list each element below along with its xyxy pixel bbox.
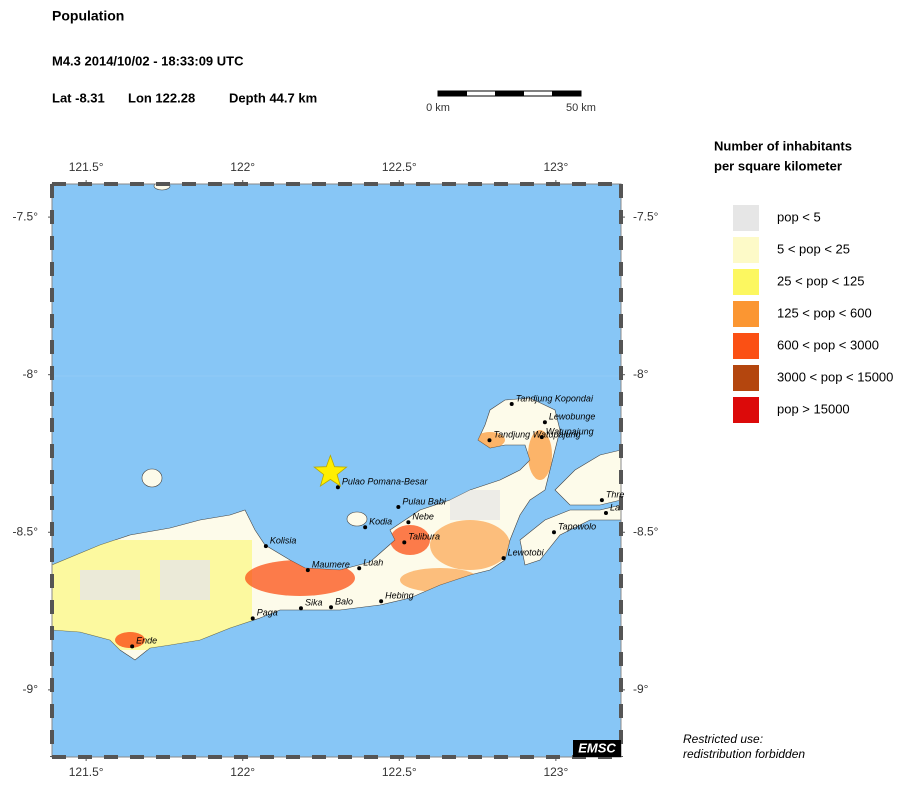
legend-label: 3000 < pop < 15000 — [777, 369, 893, 384]
y-tick-label: -8° — [633, 367, 649, 381]
city-label: Luah — [363, 558, 383, 568]
legend-swatch — [733, 269, 759, 295]
x-tick-label: 123° — [543, 160, 568, 174]
legend-label: pop < 5 — [777, 209, 821, 224]
legend-label: 5 < pop < 25 — [777, 241, 850, 256]
city-label: Maumere — [312, 559, 350, 569]
city-dot — [487, 438, 492, 443]
y-tick-label: -9° — [633, 682, 649, 696]
legend-label: 125 < pop < 600 — [777, 305, 872, 320]
y-tick-label: -9° — [23, 682, 39, 696]
city-label: Hebing — [385, 591, 414, 601]
city-label: Kolisia — [270, 536, 297, 546]
legend: pop < 5 5 < pop < 25 25 < pop < 125 125 < p… — [733, 205, 893, 423]
event-depth: Depth 44.7 km — [229, 90, 317, 105]
city-label: Thre — [606, 490, 625, 500]
city-dot — [357, 566, 362, 571]
legend-swatch — [733, 397, 759, 423]
event-lon: Lon 122.28 — [128, 90, 195, 105]
city-label: Pulao Pomana-Besar — [342, 477, 429, 487]
legend-swatch — [733, 365, 759, 391]
legend-swatch — [733, 333, 759, 359]
city-dot — [406, 520, 411, 525]
legend-title: Number of inhabitants — [714, 138, 852, 153]
x-tick-label: 122° — [230, 160, 255, 174]
y-tick-label: -8.5° — [13, 524, 39, 538]
event-line: M4.3 2014/10/02 - 18:33:09 UTC — [52, 53, 244, 68]
city-dot — [539, 435, 544, 440]
map-overlay: 121.5° 121.5° 122° 122° 122.5° 122.5° 123° 123°… — [13, 160, 659, 779]
city-dot — [396, 505, 401, 510]
city-dot — [599, 498, 604, 503]
legend-label: 600 < pop < 3000 — [777, 337, 879, 352]
city-dot — [379, 599, 384, 604]
legend-title: per square kilometer — [714, 158, 842, 173]
city-dot — [298, 606, 303, 611]
city-label: Lewobunge — [549, 412, 596, 422]
city-dot — [542, 420, 547, 425]
event-lat: Lat -8.31 — [52, 90, 105, 105]
city-dot — [305, 568, 310, 573]
legend-swatch — [733, 301, 759, 327]
city-label: Pulau Babi — [402, 496, 447, 506]
city-label: Sika — [305, 598, 323, 608]
y-tick-label: -7.5° — [13, 209, 39, 223]
x-tick-label: 121.5° — [69, 765, 104, 779]
city-dot — [509, 401, 514, 406]
city-dot — [130, 644, 135, 649]
city-dot — [335, 485, 340, 490]
city-dot — [501, 556, 506, 561]
density-patches — [52, 430, 552, 650]
scale-bar: 0 km 50 km — [426, 90, 596, 114]
city-label: Tandjung Kopondai — [516, 393, 594, 403]
legend-label: 25 < pop < 125 — [777, 273, 864, 288]
legend-swatch — [733, 237, 759, 263]
city-dot — [551, 530, 556, 535]
x-tick-label: 122° — [230, 765, 255, 779]
x-tick-label: 122.5° — [382, 160, 417, 174]
city-label: Balo — [335, 597, 353, 607]
scale-start: 0 km — [426, 102, 450, 114]
city-label: Kodia — [369, 517, 392, 527]
city-label: Watupajung — [546, 426, 594, 436]
city-label: Tandjung Watupajung — [493, 430, 580, 440]
city-label: Nebe — [412, 512, 434, 522]
notice: redistribution forbidden — [683, 747, 805, 761]
city-label: La — [610, 502, 620, 512]
city-dot — [402, 540, 407, 545]
city-dot — [329, 605, 334, 610]
y-tick-label: -8° — [23, 367, 39, 381]
x-tick-label: 121.5° — [69, 160, 104, 174]
epicenter — [313, 454, 348, 488]
title: Population — [52, 8, 124, 24]
x-tick-label: 122.5° — [382, 765, 417, 779]
city-dot — [603, 511, 608, 516]
city-dot — [250, 616, 255, 621]
city-label: Paga — [257, 608, 278, 618]
city-label: Ende — [136, 636, 157, 646]
city-dot — [363, 525, 368, 530]
legend-swatch — [733, 205, 759, 231]
city-label: Tapowolo — [558, 522, 596, 532]
notice: Restricted use: — [683, 732, 763, 746]
credit: EMSC — [578, 740, 616, 755]
legend-label: pop > 15000 — [777, 401, 850, 416]
city-dot — [263, 544, 268, 549]
city-label: Talibura — [408, 532, 440, 542]
y-tick-label: -8.5° — [633, 524, 659, 538]
city-label: Lewotobi — [508, 547, 545, 557]
y-tick-label: -7.5° — [633, 209, 659, 223]
credit-box — [573, 740, 621, 757]
x-tick-label: 123° — [543, 765, 568, 779]
scale-end: 50 km — [566, 102, 596, 114]
